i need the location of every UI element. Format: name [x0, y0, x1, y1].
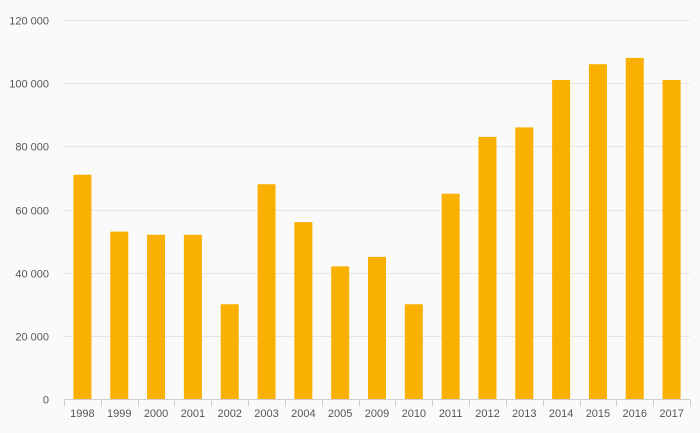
bar — [294, 222, 313, 399]
y-tick-label: 60 000 — [15, 206, 49, 218]
bar — [257, 184, 276, 399]
x-tick-label: 2000 — [144, 408, 168, 420]
x-tick-label: 2011 — [439, 408, 463, 420]
bar — [368, 256, 386, 399]
y-tick-label: 100 000 — [9, 79, 49, 91]
x-tick-label: 2003 — [254, 408, 278, 420]
x-tick-label: 2014 — [549, 408, 573, 420]
bar — [478, 136, 497, 399]
y-tick-label: 120 000 — [9, 16, 49, 28]
bar — [147, 234, 166, 399]
x-tick-label: 2004 — [291, 408, 315, 420]
x-tick-label: 2001 — [181, 408, 205, 420]
bar — [625, 57, 644, 400]
bar — [552, 80, 571, 399]
x-tick-label: 1999 — [107, 408, 131, 420]
y-tick-label: 40 000 — [15, 269, 49, 281]
x-tick-label: 2005 — [328, 408, 352, 420]
bar — [515, 127, 534, 399]
x-tick-label: 2013 — [512, 408, 536, 420]
bar — [588, 64, 607, 399]
y-axis-labels: 0 20 000 40 000 60 000 80 000 100 000 120 000 — [9, 16, 49, 407]
bar — [662, 80, 681, 399]
bar — [331, 266, 350, 399]
bar — [110, 231, 129, 399]
x-tick-label: 1998 — [70, 408, 94, 420]
x-axis-labels: 1998 1999 2000 2001 2002 2003 2004 2005 2009 2010… — [70, 408, 684, 420]
x-tick-label: 2012 — [475, 408, 499, 420]
bars — [73, 57, 681, 400]
y-tick-label: 20 000 — [15, 332, 49, 344]
x-tick-label: 2009 — [365, 408, 389, 420]
x-tick-label: 2002 — [217, 408, 241, 420]
x-tick-label: 2016 — [623, 408, 647, 420]
y-tick-label: 0 — [43, 395, 49, 407]
bar — [220, 304, 239, 399]
bar — [183, 234, 202, 399]
y-tick-label: 80 000 — [15, 142, 49, 154]
x-axis — [64, 399, 691, 407]
x-tick-label: 2015 — [586, 408, 610, 420]
x-tick-label: 2010 — [402, 408, 426, 420]
bar — [441, 193, 460, 399]
x-tick-label: 2017 — [659, 408, 683, 420]
bar — [73, 174, 92, 399]
bar — [404, 304, 423, 399]
gridlines — [64, 20, 690, 337]
